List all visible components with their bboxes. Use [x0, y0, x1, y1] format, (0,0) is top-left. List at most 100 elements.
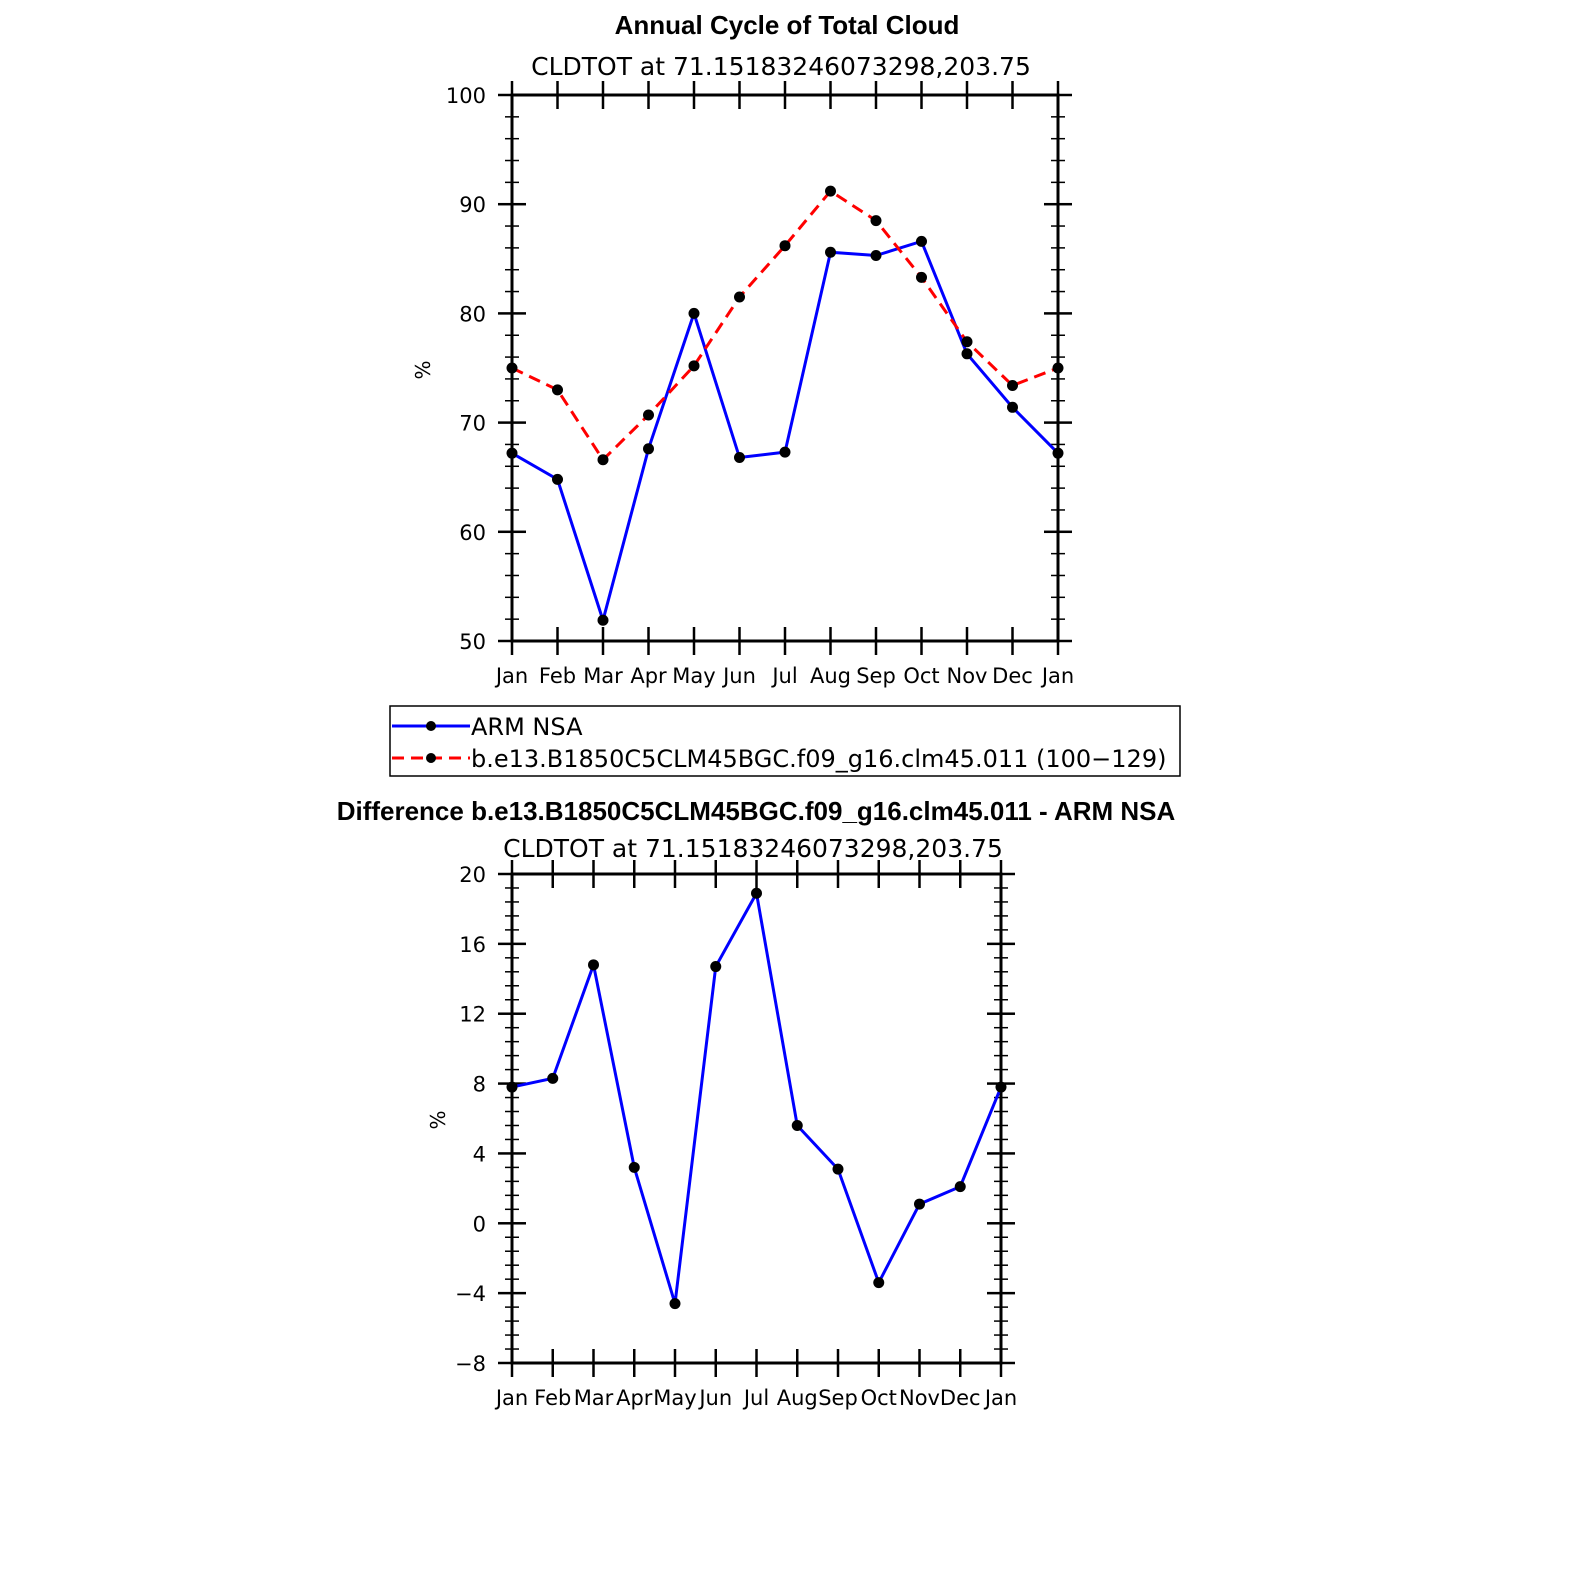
data-point [751, 887, 762, 899]
x-tick-label: Feb [539, 664, 576, 688]
data-point [916, 271, 927, 283]
plot-frame [510, 872, 1003, 1365]
data-point [597, 614, 609, 626]
series-line [511, 888, 1003, 1305]
chart-annual-cycle: Annual Cycle of Total Cloud CLDTOT at 71… [411, 10, 1074, 688]
x-tick-label: Nov [947, 664, 988, 688]
data-point [916, 235, 927, 247]
data-point [734, 291, 745, 303]
x-tick-label: Jul [742, 1386, 769, 1410]
data-point [961, 336, 973, 348]
x-tick-label: May [653, 1386, 696, 1410]
series-layer [506, 887, 1007, 1310]
legend-marker-arm-nsa [426, 721, 436, 731]
y-tick-label: 60 [459, 521, 486, 545]
data-point [825, 185, 836, 197]
y-tick-label: 0 [473, 1212, 486, 1236]
data-point [688, 360, 700, 372]
data-point [734, 452, 745, 464]
data-point [873, 1277, 885, 1289]
y-tick-label: 4 [473, 1142, 486, 1166]
data-point [597, 454, 609, 466]
data-point [954, 1181, 966, 1193]
x-tick-label: Jan [494, 664, 528, 688]
data-point [710, 961, 722, 973]
x-tick-label: Apr [630, 664, 667, 688]
data-point [669, 1298, 681, 1310]
chart-difference: Difference b.e13.B1850C5CLM45BGC.f09_g16… [337, 796, 1176, 1410]
x-tick-label: Oct [903, 664, 939, 688]
y-tick-label: 20 [459, 863, 486, 887]
series-line [511, 189, 1059, 463]
data-point [914, 1198, 925, 1210]
legend-box [389, 705, 1181, 777]
chart-subtitle: CLDTOT at 71.15183246073298,203.75 [503, 834, 1003, 863]
chart-subtitle: CLDTOT at 71.15183246073298,203.75 [531, 52, 1031, 81]
chart-title: Difference b.e13.B1850C5CLM45BGC.f09_g16… [337, 796, 1176, 826]
x-tick-label: Dec [940, 1386, 981, 1410]
x-tick-label: Dec [992, 664, 1033, 688]
data-point [552, 384, 563, 396]
data-point [1007, 379, 1018, 391]
y-axis-label: % [426, 1110, 450, 1129]
x-tick-label: Jan [1040, 664, 1074, 688]
x-tick-label: Feb [534, 1386, 571, 1410]
data-point [1052, 447, 1064, 459]
data-point [628, 1161, 640, 1173]
series-line [511, 239, 1060, 626]
x-tick-label: Jul [770, 664, 797, 688]
y-tick-label: −8 [455, 1352, 486, 1376]
y-tick-label: 8 [473, 1073, 486, 1097]
y-tick-label: 12 [459, 1003, 486, 1027]
data-point [961, 348, 973, 360]
data-point [643, 409, 654, 421]
data-point [832, 1163, 844, 1175]
y-tick-label: 70 [459, 412, 486, 436]
data-point [547, 1072, 559, 1084]
data-point [825, 246, 836, 258]
plot-frame [510, 93, 1060, 643]
data-point [1052, 362, 1064, 374]
data-point [552, 473, 563, 485]
x-tick-label: Mar [583, 664, 623, 688]
x-tick-label: Jun [697, 1386, 732, 1410]
data-point [506, 362, 518, 374]
data-point [643, 443, 654, 455]
x-tick-label: Apr [616, 1386, 653, 1410]
legend-label-arm-nsa: ARM NSA [471, 713, 583, 741]
x-tick-label: Jan [494, 1386, 528, 1410]
data-point [506, 1081, 518, 1093]
x-tick-label: Sep [818, 1386, 858, 1410]
legend-marker-model [426, 753, 436, 763]
y-tick-label: 90 [459, 193, 486, 217]
y-tick-label: 80 [459, 302, 486, 326]
x-tick-label: Jan [983, 1386, 1017, 1410]
x-tick-label: Oct [861, 1386, 897, 1410]
y-tick-label: 50 [459, 630, 486, 654]
data-point [779, 446, 791, 458]
y-tick-label: 100 [446, 84, 486, 108]
x-tick-label: Sep [856, 664, 896, 688]
x-tick-label: Aug [810, 664, 851, 688]
data-point [506, 447, 518, 459]
y-axis-label: % [411, 360, 435, 379]
x-tick-label: Aug [777, 1386, 818, 1410]
data-point [791, 1119, 803, 1131]
data-point [870, 215, 882, 227]
data-point [1007, 401, 1018, 413]
x-tick-label: Nov [899, 1386, 940, 1410]
data-point [870, 250, 882, 262]
x-tick-label: Mar [574, 1386, 614, 1410]
chart-title: Annual Cycle of Total Cloud [615, 10, 960, 40]
data-point [995, 1081, 1007, 1093]
series-layer [506, 185, 1064, 626]
data-point [688, 307, 700, 319]
data-point [779, 240, 791, 252]
data-point [588, 959, 599, 971]
y-tick-label: 16 [459, 933, 486, 957]
legend: ARM NSA b.e13.B1850C5CLM45BGC.f09_g16.cl… [389, 705, 1181, 777]
x-tick-label: Jun [721, 664, 756, 688]
y-tick-label: −4 [455, 1282, 486, 1306]
